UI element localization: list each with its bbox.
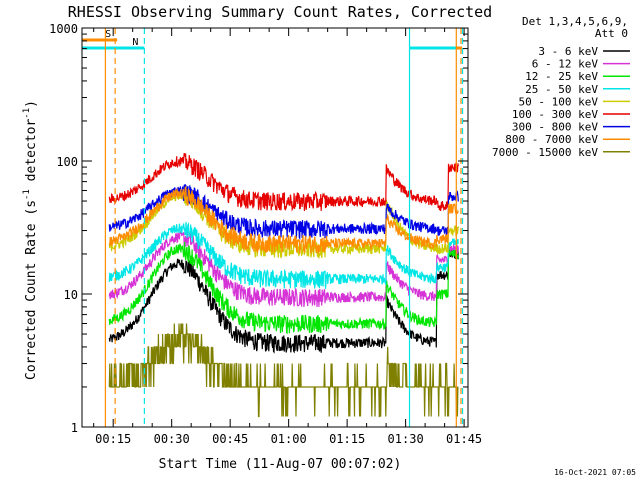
series-line-2: [108, 241, 459, 335]
series-line-7: [109, 186, 459, 254]
y-axis-label: Corrected Count Rate (s-1 detector-1): [22, 100, 39, 380]
y-axis-label-sup1: -1: [22, 189, 32, 200]
series-line-0: [108, 249, 459, 354]
segment-label-0: S: [105, 29, 111, 40]
legend-label-0: 3 - 6 keV: [538, 45, 598, 58]
y-axis-label-mid: detector: [24, 119, 39, 190]
x-tick-label-0: 00:15: [95, 432, 131, 446]
timestamp: 16-Oct-2021 07:05: [554, 468, 636, 477]
y-tick-label-0: 1: [71, 421, 78, 435]
x-tick-label-3: 01:00: [271, 432, 307, 446]
legend-label-5: 100 - 300 keV: [512, 108, 598, 121]
legend-label-8: 7000 - 15000 keV: [492, 146, 598, 159]
y-axis-label-main: Corrected Count Rate (s: [24, 200, 39, 380]
y-axis-label-end: ): [24, 100, 39, 108]
x-tick-label-4: 01:15: [329, 432, 365, 446]
series-line-1: [108, 231, 459, 308]
legend-label-6: 300 - 800 keV: [512, 121, 598, 134]
x-tick-label-1: 00:30: [154, 432, 190, 446]
chart-title: RHESSI Observing Summary Count Rates, Co…: [68, 3, 492, 21]
series-line-3: [108, 221, 459, 289]
series-line-8: [108, 323, 459, 418]
legend-label-1: 6 - 12 keV: [532, 58, 599, 71]
y-tick-label-1: 10: [64, 288, 78, 302]
series-line-5: [108, 153, 459, 212]
series-line-6: [108, 183, 459, 241]
x-tick-label-6: 01:45: [446, 432, 482, 446]
legend-label-2: 12 - 25 keV: [525, 70, 598, 83]
legend-label-4: 50 - 100 keV: [519, 95, 599, 108]
legend-header-line1: Det 1,3,4,5,6,9,: [522, 15, 628, 28]
y-tick-label-2: 100: [56, 155, 78, 169]
legend-label-3: 25 - 50 keV: [525, 83, 598, 96]
legend-header-line2: Att 0: [595, 27, 628, 40]
x-tick-label-5: 01:30: [388, 432, 424, 446]
legend-label-7: 800 - 7000 keV: [505, 133, 598, 146]
y-tick-label-3: 1000: [49, 22, 78, 36]
x-tick-label-2: 00:45: [212, 432, 248, 446]
x-axis-label: Start Time (11-Aug-07 00:07:02): [159, 457, 402, 472]
plot-frame: [81, 27, 469, 428]
segment-label-1: N: [132, 37, 138, 48]
y-axis-label-sup2: -1: [22, 108, 32, 119]
